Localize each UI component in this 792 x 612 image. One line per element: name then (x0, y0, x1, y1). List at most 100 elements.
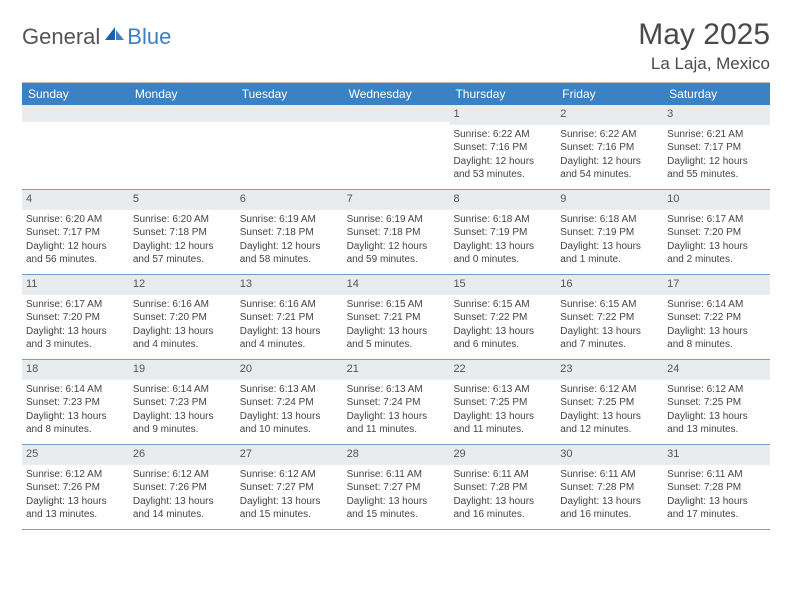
day-cell: 24Sunrise: 6:12 AMSunset: 7:25 PMDayligh… (663, 360, 770, 444)
day-header: Wednesday (343, 83, 450, 105)
day-number: 14 (343, 275, 450, 295)
day-line: Sunset: 7:26 PM (26, 481, 125, 495)
day-body: Sunrise: 6:20 AMSunset: 7:18 PMDaylight:… (129, 210, 236, 271)
day-line: Sunset: 7:16 PM (560, 141, 659, 155)
day-body (22, 122, 129, 129)
day-cell: 25Sunrise: 6:12 AMSunset: 7:26 PMDayligh… (22, 445, 129, 529)
day-body: Sunrise: 6:12 AMSunset: 7:25 PMDaylight:… (556, 380, 663, 441)
day-line: and 53 minutes. (453, 168, 552, 182)
day-number: 24 (663, 360, 770, 380)
day-body: Sunrise: 6:18 AMSunset: 7:19 PMDaylight:… (556, 210, 663, 271)
day-line: Daylight: 13 hours (347, 410, 446, 424)
title-block: May 2025 La Laja, Mexico (638, 18, 770, 74)
day-body: Sunrise: 6:12 AMSunset: 7:25 PMDaylight:… (663, 380, 770, 441)
day-line: and 3 minutes. (26, 338, 125, 352)
day-body: Sunrise: 6:11 AMSunset: 7:28 PMDaylight:… (449, 465, 556, 526)
day-line: Daylight: 13 hours (26, 410, 125, 424)
day-line: Sunset: 7:27 PM (240, 481, 339, 495)
day-line: Daylight: 13 hours (240, 495, 339, 509)
day-body: Sunrise: 6:19 AMSunset: 7:18 PMDaylight:… (343, 210, 450, 271)
day-number: 20 (236, 360, 343, 380)
day-header-row: SundayMondayTuesdayWednesdayThursdayFrid… (22, 83, 770, 105)
day-cell: 20Sunrise: 6:13 AMSunset: 7:24 PMDayligh… (236, 360, 343, 444)
day-line: Daylight: 13 hours (133, 495, 232, 509)
day-body: Sunrise: 6:15 AMSunset: 7:22 PMDaylight:… (556, 295, 663, 356)
day-cell: 14Sunrise: 6:15 AMSunset: 7:21 PMDayligh… (343, 275, 450, 359)
day-cell (236, 105, 343, 189)
day-line: and 55 minutes. (667, 168, 766, 182)
day-line: Sunrise: 6:13 AM (240, 383, 339, 397)
day-header: Monday (129, 83, 236, 105)
day-body: Sunrise: 6:12 AMSunset: 7:26 PMDaylight:… (129, 465, 236, 526)
day-line: Sunset: 7:22 PM (453, 311, 552, 325)
day-number: 18 (22, 360, 129, 380)
day-number (129, 105, 236, 122)
logo-text-blue: Blue (127, 24, 171, 50)
day-line: Sunrise: 6:18 AM (453, 213, 552, 227)
day-number: 11 (22, 275, 129, 295)
day-cell: 29Sunrise: 6:11 AMSunset: 7:28 PMDayligh… (449, 445, 556, 529)
day-line: Sunrise: 6:19 AM (240, 213, 339, 227)
day-line: Sunset: 7:20 PM (667, 226, 766, 240)
day-line: Daylight: 13 hours (453, 495, 552, 509)
day-line: and 17 minutes. (667, 508, 766, 522)
day-number: 10 (663, 190, 770, 210)
day-body: Sunrise: 6:17 AMSunset: 7:20 PMDaylight:… (22, 295, 129, 356)
day-number: 15 (449, 275, 556, 295)
day-line: Daylight: 12 hours (453, 155, 552, 169)
day-line: Sunset: 7:26 PM (133, 481, 232, 495)
day-line: Daylight: 13 hours (667, 240, 766, 254)
day-body: Sunrise: 6:12 AMSunset: 7:26 PMDaylight:… (22, 465, 129, 526)
day-number (343, 105, 450, 122)
week-row: 11Sunrise: 6:17 AMSunset: 7:20 PMDayligh… (22, 275, 770, 360)
day-line: and 1 minute. (560, 253, 659, 267)
day-number: 29 (449, 445, 556, 465)
day-body: Sunrise: 6:11 AMSunset: 7:28 PMDaylight:… (556, 465, 663, 526)
day-line: and 12 minutes. (560, 423, 659, 437)
day-cell: 4Sunrise: 6:20 AMSunset: 7:17 PMDaylight… (22, 190, 129, 274)
day-line: Sunrise: 6:15 AM (453, 298, 552, 312)
day-number: 6 (236, 190, 343, 210)
day-line: and 5 minutes. (347, 338, 446, 352)
day-cell: 12Sunrise: 6:16 AMSunset: 7:20 PMDayligh… (129, 275, 236, 359)
day-cell: 23Sunrise: 6:12 AMSunset: 7:25 PMDayligh… (556, 360, 663, 444)
day-line: Sunrise: 6:22 AM (560, 128, 659, 142)
day-line: Sunrise: 6:12 AM (26, 468, 125, 482)
day-line: and 8 minutes. (667, 338, 766, 352)
day-body: Sunrise: 6:14 AMSunset: 7:23 PMDaylight:… (129, 380, 236, 441)
day-line: and 6 minutes. (453, 338, 552, 352)
day-line: Sunset: 7:21 PM (240, 311, 339, 325)
day-line: Daylight: 13 hours (133, 325, 232, 339)
day-body: Sunrise: 6:16 AMSunset: 7:21 PMDaylight:… (236, 295, 343, 356)
day-cell: 21Sunrise: 6:13 AMSunset: 7:24 PMDayligh… (343, 360, 450, 444)
day-body: Sunrise: 6:18 AMSunset: 7:19 PMDaylight:… (449, 210, 556, 271)
day-cell: 15Sunrise: 6:15 AMSunset: 7:22 PMDayligh… (449, 275, 556, 359)
day-line: Daylight: 13 hours (667, 495, 766, 509)
day-number: 28 (343, 445, 450, 465)
day-body: Sunrise: 6:11 AMSunset: 7:27 PMDaylight:… (343, 465, 450, 526)
day-body: Sunrise: 6:12 AMSunset: 7:27 PMDaylight:… (236, 465, 343, 526)
day-cell: 3Sunrise: 6:21 AMSunset: 7:17 PMDaylight… (663, 105, 770, 189)
day-line: Daylight: 13 hours (667, 325, 766, 339)
day-line: Sunset: 7:21 PM (347, 311, 446, 325)
day-line: Sunrise: 6:12 AM (133, 468, 232, 482)
day-cell: 30Sunrise: 6:11 AMSunset: 7:28 PMDayligh… (556, 445, 663, 529)
day-line: and 13 minutes. (667, 423, 766, 437)
day-body: Sunrise: 6:14 AMSunset: 7:22 PMDaylight:… (663, 295, 770, 356)
day-line: and 0 minutes. (453, 253, 552, 267)
day-body: Sunrise: 6:20 AMSunset: 7:17 PMDaylight:… (22, 210, 129, 271)
day-number: 16 (556, 275, 663, 295)
day-line: Sunrise: 6:16 AM (133, 298, 232, 312)
day-header: Saturday (663, 83, 770, 105)
day-line: Daylight: 12 hours (667, 155, 766, 169)
day-line: and 59 minutes. (347, 253, 446, 267)
day-number: 19 (129, 360, 236, 380)
day-body: Sunrise: 6:19 AMSunset: 7:18 PMDaylight:… (236, 210, 343, 271)
day-cell (343, 105, 450, 189)
day-line: Daylight: 12 hours (26, 240, 125, 254)
day-cell: 19Sunrise: 6:14 AMSunset: 7:23 PMDayligh… (129, 360, 236, 444)
day-body: Sunrise: 6:13 AMSunset: 7:24 PMDaylight:… (236, 380, 343, 441)
day-line: Daylight: 13 hours (133, 410, 232, 424)
day-line: and 4 minutes. (240, 338, 339, 352)
day-line: Sunrise: 6:13 AM (453, 383, 552, 397)
